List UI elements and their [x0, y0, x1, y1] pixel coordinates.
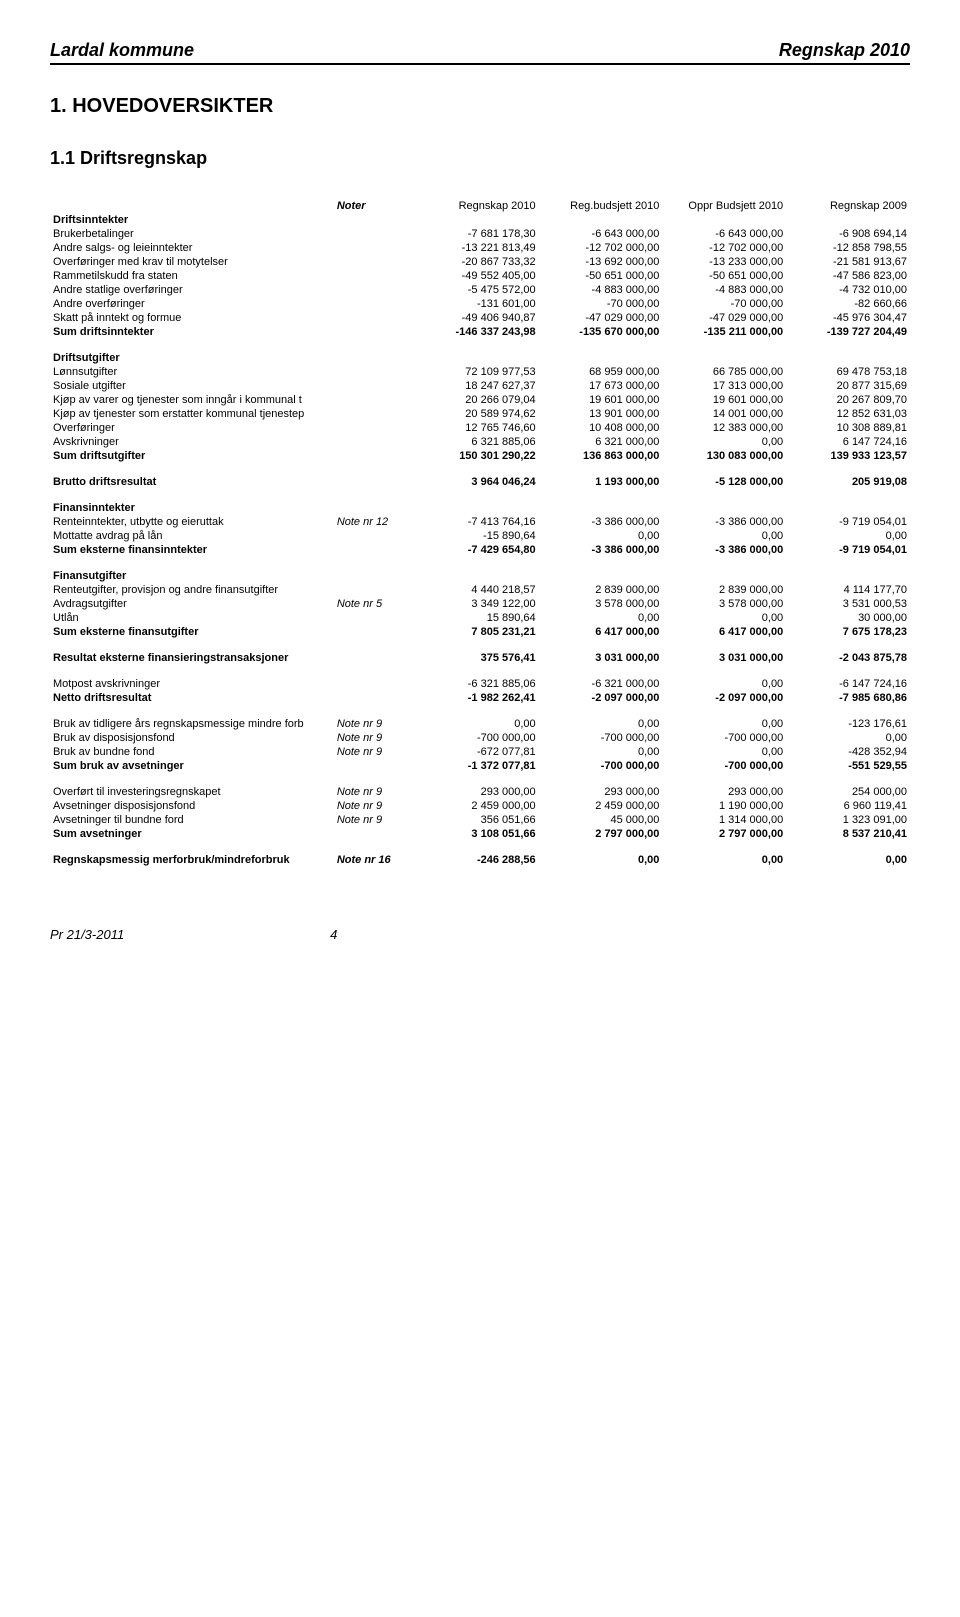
table-row: Mottatte avdrag på lån-15 890,640,000,00…	[50, 529, 910, 543]
final-row: Regnskapsmessig merforbruk/mindreforbruk…	[50, 853, 910, 867]
table-row: Skatt på inntekt og formue-49 406 940,87…	[50, 311, 910, 325]
table-row: Bruk av tidligere års regnskapsmessige m…	[50, 717, 910, 731]
financial-table: NoterRegnskap 2010Reg.budsjett 2010Oppr …	[50, 199, 910, 867]
sum-row: Sum bruk av avsetninger-1 372 077,81-700…	[50, 759, 910, 773]
page-header: Lardal kommune Regnskap 2010	[50, 40, 910, 65]
table-row: Bruk av disposisjonsfondNote nr 9-700 00…	[50, 731, 910, 745]
brutto-row: Brutto driftsresultat3 964 046,241 193 0…	[50, 475, 910, 489]
sum-row: Sum eksterne finansinntekter-7 429 654,8…	[50, 543, 910, 557]
table-row: Andre statlige overføringer-5 475 572,00…	[50, 283, 910, 297]
footer-page: 4	[330, 927, 337, 942]
resultat-row: Resultat eksterne finansieringstransaksj…	[50, 651, 910, 665]
section-heading: Finansinntekter	[50, 501, 910, 515]
table-row: Motpost avskrivninger-6 321 885,06-6 321…	[50, 677, 910, 691]
page-footer: Pr 21/3-2011 4	[50, 927, 910, 942]
table-row: Overføringer12 765 746,6010 408 000,0012…	[50, 421, 910, 435]
table-row: Sosiale utgifter18 247 627,3717 673 000,…	[50, 379, 910, 393]
table-row: Overført til investeringsregnskapetNote …	[50, 785, 910, 799]
header-right: Regnskap 2010	[779, 40, 910, 61]
table-row: Andre salgs- og leieinntekter-13 221 813…	[50, 241, 910, 255]
table-row: Lønnsutgifter72 109 977,5368 959 000,006…	[50, 365, 910, 379]
sum-row: Sum eksterne finansutgifter7 805 231,216…	[50, 625, 910, 639]
table-row: Renteutgifter, provisjon og andre finans…	[50, 583, 910, 597]
table-row: Kjøp av tjenester som erstatter kommunal…	[50, 407, 910, 421]
section-heading: Finansutgifter	[50, 569, 910, 583]
table-row: Bruk av bundne fondNote nr 9-672 077,810…	[50, 745, 910, 759]
sum-row: Sum driftsutgifter150 301 290,22136 863 …	[50, 449, 910, 463]
sum-row: Sum driftsinntekter-146 337 243,98-135 6…	[50, 325, 910, 339]
table-row: Rammetilskudd fra staten-49 552 405,00-5…	[50, 269, 910, 283]
table-row: Brukerbetalinger-7 681 178,30-6 643 000,…	[50, 227, 910, 241]
column-headers: NoterRegnskap 2010Reg.budsjett 2010Oppr …	[50, 199, 910, 213]
table-row: Utlån15 890,640,000,0030 000,00	[50, 611, 910, 625]
page-title: 1. HOVEDOVERSIKTER	[50, 95, 910, 118]
table-row: Overføringer med krav til motytelser-20 …	[50, 255, 910, 269]
sum-row: Sum avsetninger3 108 051,662 797 000,002…	[50, 827, 910, 841]
netto-row: Netto driftsresultat-1 982 262,41-2 097 …	[50, 691, 910, 705]
table-row: Avsetninger disposisjonsfondNote nr 92 4…	[50, 799, 910, 813]
page-subtitle: 1.1 Driftsregnskap	[50, 148, 910, 169]
table-row: Renteinntekter, utbytte og eieruttakNote…	[50, 515, 910, 529]
table-row: Andre overføringer-131 601,00-70 000,00-…	[50, 297, 910, 311]
footer-date: Pr 21/3-2011	[50, 927, 124, 942]
section-heading: Driftsutgifter	[50, 351, 910, 365]
header-left: Lardal kommune	[50, 40, 194, 61]
table-row: Avskrivninger6 321 885,066 321 000,000,0…	[50, 435, 910, 449]
table-row: AvdragsutgifterNote nr 53 349 122,003 57…	[50, 597, 910, 611]
table-row: Kjøp av varer og tjenester som inngår i …	[50, 393, 910, 407]
section-heading: Driftsinntekter	[50, 213, 910, 227]
table-row: Avsetninger til bundne fordNote nr 9356 …	[50, 813, 910, 827]
